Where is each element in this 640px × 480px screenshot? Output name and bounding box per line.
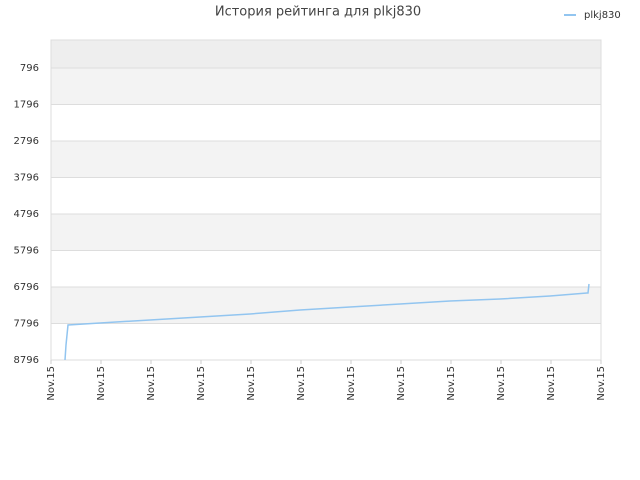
x-tick-label: Nov.15 [246,366,257,401]
x-tick-label: Nov.15 [46,366,57,401]
band [51,286,601,324]
x-tick-label: Nov.15 [496,366,507,401]
y-tick-label: 3796 [14,172,39,183]
band [51,140,601,178]
chart-title: История рейтинга для plkj830 [215,5,421,20]
y-tick-label: 2796 [14,136,39,147]
y-tick-label: 1796 [14,99,39,110]
y-tick-label: 5796 [14,245,39,256]
band [51,177,601,214]
x-tick-label: Nov.15 [296,366,307,401]
band [51,67,601,105]
y-tick-label: 796 [20,63,39,74]
y-tick-label: 8796 [14,355,39,366]
x-tick-label: Nov.15 [546,366,557,401]
band [51,104,601,141]
band [51,250,601,287]
band [51,323,601,360]
series-line [64,283,590,361]
x-tick-label: Nov.15 [396,366,407,401]
legend-label: plkj830 [584,10,621,21]
x-tick-label: Nov.15 [446,366,457,401]
band [51,213,601,251]
x-tick-label: Nov.15 [596,366,607,401]
y-tick-label: 6796 [14,282,39,293]
x-tick-label: Nov.15 [196,366,207,401]
y-tick-label: 4796 [14,209,39,220]
band [51,40,601,68]
x-tick-label: Nov.15 [346,366,357,401]
x-tick-label: Nov.15 [146,366,157,401]
y-tick-label: 7796 [14,318,39,329]
x-tick-label: Nov.15 [96,366,107,401]
